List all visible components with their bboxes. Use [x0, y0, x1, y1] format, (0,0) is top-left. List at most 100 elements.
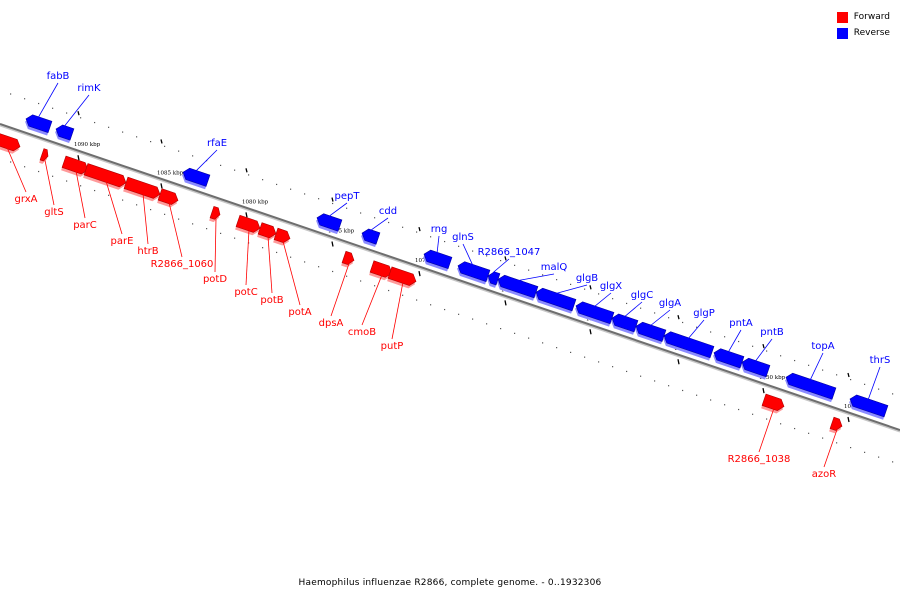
scale-dot — [136, 204, 138, 206]
scale-dot — [696, 394, 698, 396]
leader-line — [593, 292, 612, 308]
tick-mark-upper — [160, 139, 163, 144]
scale-dot — [220, 232, 222, 234]
scale-dot — [808, 432, 810, 434]
gene-body — [123, 176, 161, 199]
scale-dot — [332, 270, 334, 273]
leader-line — [809, 352, 824, 381]
gene-glts — [39, 148, 49, 164]
gene-glgc — [611, 313, 639, 335]
scale-dot — [108, 126, 110, 128]
scale-dot — [164, 145, 166, 147]
gene-htrb — [123, 176, 161, 202]
leader-line — [462, 243, 474, 266]
scale-dot — [444, 240, 446, 243]
scale-dot — [374, 217, 376, 219]
gene-label: parE — [111, 236, 134, 247]
gene-label: glgP — [693, 308, 715, 319]
tick-label: 1075 kbp — [328, 229, 355, 235]
scale-dot — [598, 361, 600, 363]
scale-dot — [570, 283, 572, 285]
leader-line — [727, 329, 742, 353]
scale-dot — [458, 245, 460, 247]
scale-dot — [612, 366, 614, 368]
tick-mark-upper — [677, 315, 680, 320]
gene-label: htrB — [137, 246, 158, 257]
gene-body — [741, 357, 771, 378]
gene-body — [0, 131, 21, 152]
gene-body — [25, 114, 53, 134]
leader-line — [492, 258, 510, 273]
scale-dot — [402, 226, 404, 228]
gene-fabb — [25, 114, 53, 136]
gene-label: glnS — [452, 232, 474, 243]
scale-dot — [654, 380, 656, 382]
gene-label: rfaE — [207, 138, 227, 149]
scale-dot — [318, 198, 320, 200]
gene-glgb — [535, 287, 577, 314]
leader-line — [328, 202, 348, 218]
gene-body — [387, 266, 417, 286]
leader-line — [44, 160, 55, 206]
leader-line — [105, 180, 123, 235]
scale-dot — [304, 193, 306, 195]
scale-dot — [850, 379, 852, 381]
scale-dot — [850, 447, 852, 449]
scale-dot — [766, 418, 768, 420]
scale-dot — [430, 304, 432, 306]
scale-dot — [388, 289, 390, 292]
genome-caption: Haemophilus influenzae R2866, complete g… — [298, 578, 602, 588]
legend-forward: Forward — [836, 9, 890, 25]
gene-parc — [61, 155, 89, 177]
leader-line — [282, 241, 301, 306]
leader-line — [754, 338, 773, 362]
scale-dot — [136, 136, 138, 138]
gene-thrs — [849, 394, 889, 420]
scale-dot — [528, 337, 530, 339]
tick-mark — [245, 212, 248, 218]
gene-body — [849, 394, 889, 418]
gene-label: cdd — [379, 206, 397, 217]
gene-r2866-1060 — [157, 188, 179, 208]
scale-dot — [234, 169, 236, 171]
scale-dot — [822, 437, 824, 439]
legend-forward-label: Forward — [853, 12, 890, 22]
tick-mark — [589, 329, 592, 335]
scale-dot — [80, 185, 82, 187]
scale-dot — [724, 336, 726, 338]
forward-swatch — [836, 11, 848, 23]
scale-dot — [234, 237, 236, 239]
scale-dot — [150, 141, 152, 143]
scale-dot — [556, 347, 558, 349]
scale-dot — [290, 256, 292, 258]
tick-mark-upper — [331, 197, 334, 202]
leader-line — [330, 263, 350, 317]
scale-dot — [262, 179, 264, 181]
scale-dot — [682, 389, 684, 392]
scale-dot — [178, 218, 180, 220]
gene-body — [182, 167, 211, 187]
scale-dot — [472, 250, 474, 252]
gene-topa — [785, 372, 837, 403]
gene-label: glgA — [659, 298, 681, 309]
scale-dot — [178, 150, 180, 152]
tick-mark-upper — [245, 168, 248, 173]
tick-label: 1050 kbp — [759, 375, 786, 381]
scale-dot — [626, 370, 628, 373]
gene-features — [0, 114, 889, 434]
leader-line — [369, 217, 389, 232]
scale-dot — [276, 251, 278, 254]
gene-azor — [829, 416, 843, 434]
gene-body — [369, 260, 393, 278]
scale-dot — [822, 369, 824, 371]
scale-dot — [24, 166, 26, 168]
gene-putp — [387, 266, 417, 289]
scale-dot — [262, 247, 264, 249]
scale-dot — [52, 175, 54, 177]
gene-dpsa — [341, 250, 355, 268]
gene-label: glgC — [631, 290, 653, 301]
gene-label: cmoB — [348, 327, 376, 338]
gene-body — [257, 222, 277, 239]
scale-dots — [10, 93, 894, 463]
